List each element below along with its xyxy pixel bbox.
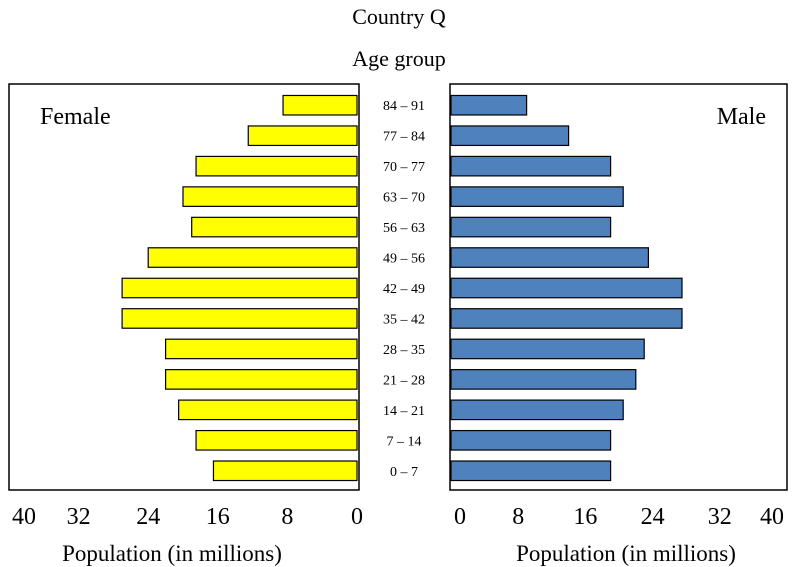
male-bar-7-14 xyxy=(450,429,612,451)
female-axis-tick: 24 xyxy=(136,504,160,530)
male-bar-14-21 xyxy=(450,399,624,421)
male-bar-0-7 xyxy=(450,460,612,482)
female-bar-7-14 xyxy=(195,429,358,451)
male-axis-tick: 0 xyxy=(454,504,466,530)
female-legend-label: Female xyxy=(40,104,111,130)
male-axis-tick: 8 xyxy=(512,504,524,530)
age-group-label: 14 – 21 xyxy=(383,404,425,419)
male-bar-42-49 xyxy=(450,277,683,299)
female-axis-tick: 16 xyxy=(206,504,230,530)
female-bar-70-77 xyxy=(195,155,358,177)
female-bar-49-56 xyxy=(147,247,358,268)
age-group-label: 77 – 84 xyxy=(383,130,425,145)
male-bar-35-42 xyxy=(450,308,683,329)
male-panel-frame xyxy=(449,83,788,491)
age-group-label: 49 – 56 xyxy=(383,252,425,267)
male-bar-84-91 xyxy=(450,94,528,116)
female-bar-28-35 xyxy=(165,338,358,360)
female-axis-label: Population (in millions) xyxy=(62,541,282,566)
male-axis-tick: 16 xyxy=(573,504,597,530)
female-axis-tick: 8 xyxy=(281,504,293,530)
age-group-label: 70 – 77 xyxy=(383,160,425,175)
male-axis-tick: 32 xyxy=(708,504,732,530)
male-axis-tick: 40 xyxy=(760,504,784,530)
age-group-label: 35 – 42 xyxy=(383,312,425,327)
age-group-label: 0 – 7 xyxy=(390,465,418,480)
age-group-label: 42 – 49 xyxy=(383,282,425,297)
chart-title: Country Q xyxy=(352,4,446,29)
male-bar-49-56 xyxy=(450,247,649,268)
age-group-label: 56 – 63 xyxy=(383,221,425,236)
male-axis-label: Population (in millions) xyxy=(516,541,736,566)
age-group-label: 28 – 35 xyxy=(383,343,425,358)
male-bar-56-63 xyxy=(450,216,612,238)
female-axis-tick: 0 xyxy=(351,504,363,530)
female-bar-63-70 xyxy=(182,186,358,207)
female-axis-tick: 40 xyxy=(12,504,36,530)
female-bar-42-49 xyxy=(121,277,358,299)
female-bar-21-28 xyxy=(165,369,358,390)
male-bar-63-70 xyxy=(450,186,624,207)
male-axis-tick: 24 xyxy=(641,504,665,530)
male-bar-70-77 xyxy=(450,155,612,177)
female-bar-56-63 xyxy=(191,216,358,238)
female-bar-14-21 xyxy=(178,399,358,421)
female-panel-frame xyxy=(8,83,360,491)
chart-subtitle: Age group xyxy=(352,46,445,71)
age-group-label: 21 – 28 xyxy=(383,373,425,388)
female-bar-0-7 xyxy=(212,460,358,482)
female-bar-35-42 xyxy=(121,308,358,329)
female-axis-tick: 32 xyxy=(67,504,91,530)
male-bar-77-84 xyxy=(450,125,570,147)
female-bar-84-91 xyxy=(282,94,358,116)
female-bar-77-84 xyxy=(247,125,358,147)
age-group-label: 84 – 91 xyxy=(383,99,425,114)
male-bar-21-28 xyxy=(450,369,637,390)
age-group-label: 63 – 70 xyxy=(383,191,425,206)
male-legend-label: Male xyxy=(717,104,766,130)
age-group-label: 7 – 14 xyxy=(387,434,422,449)
male-bar-28-35 xyxy=(450,338,645,360)
